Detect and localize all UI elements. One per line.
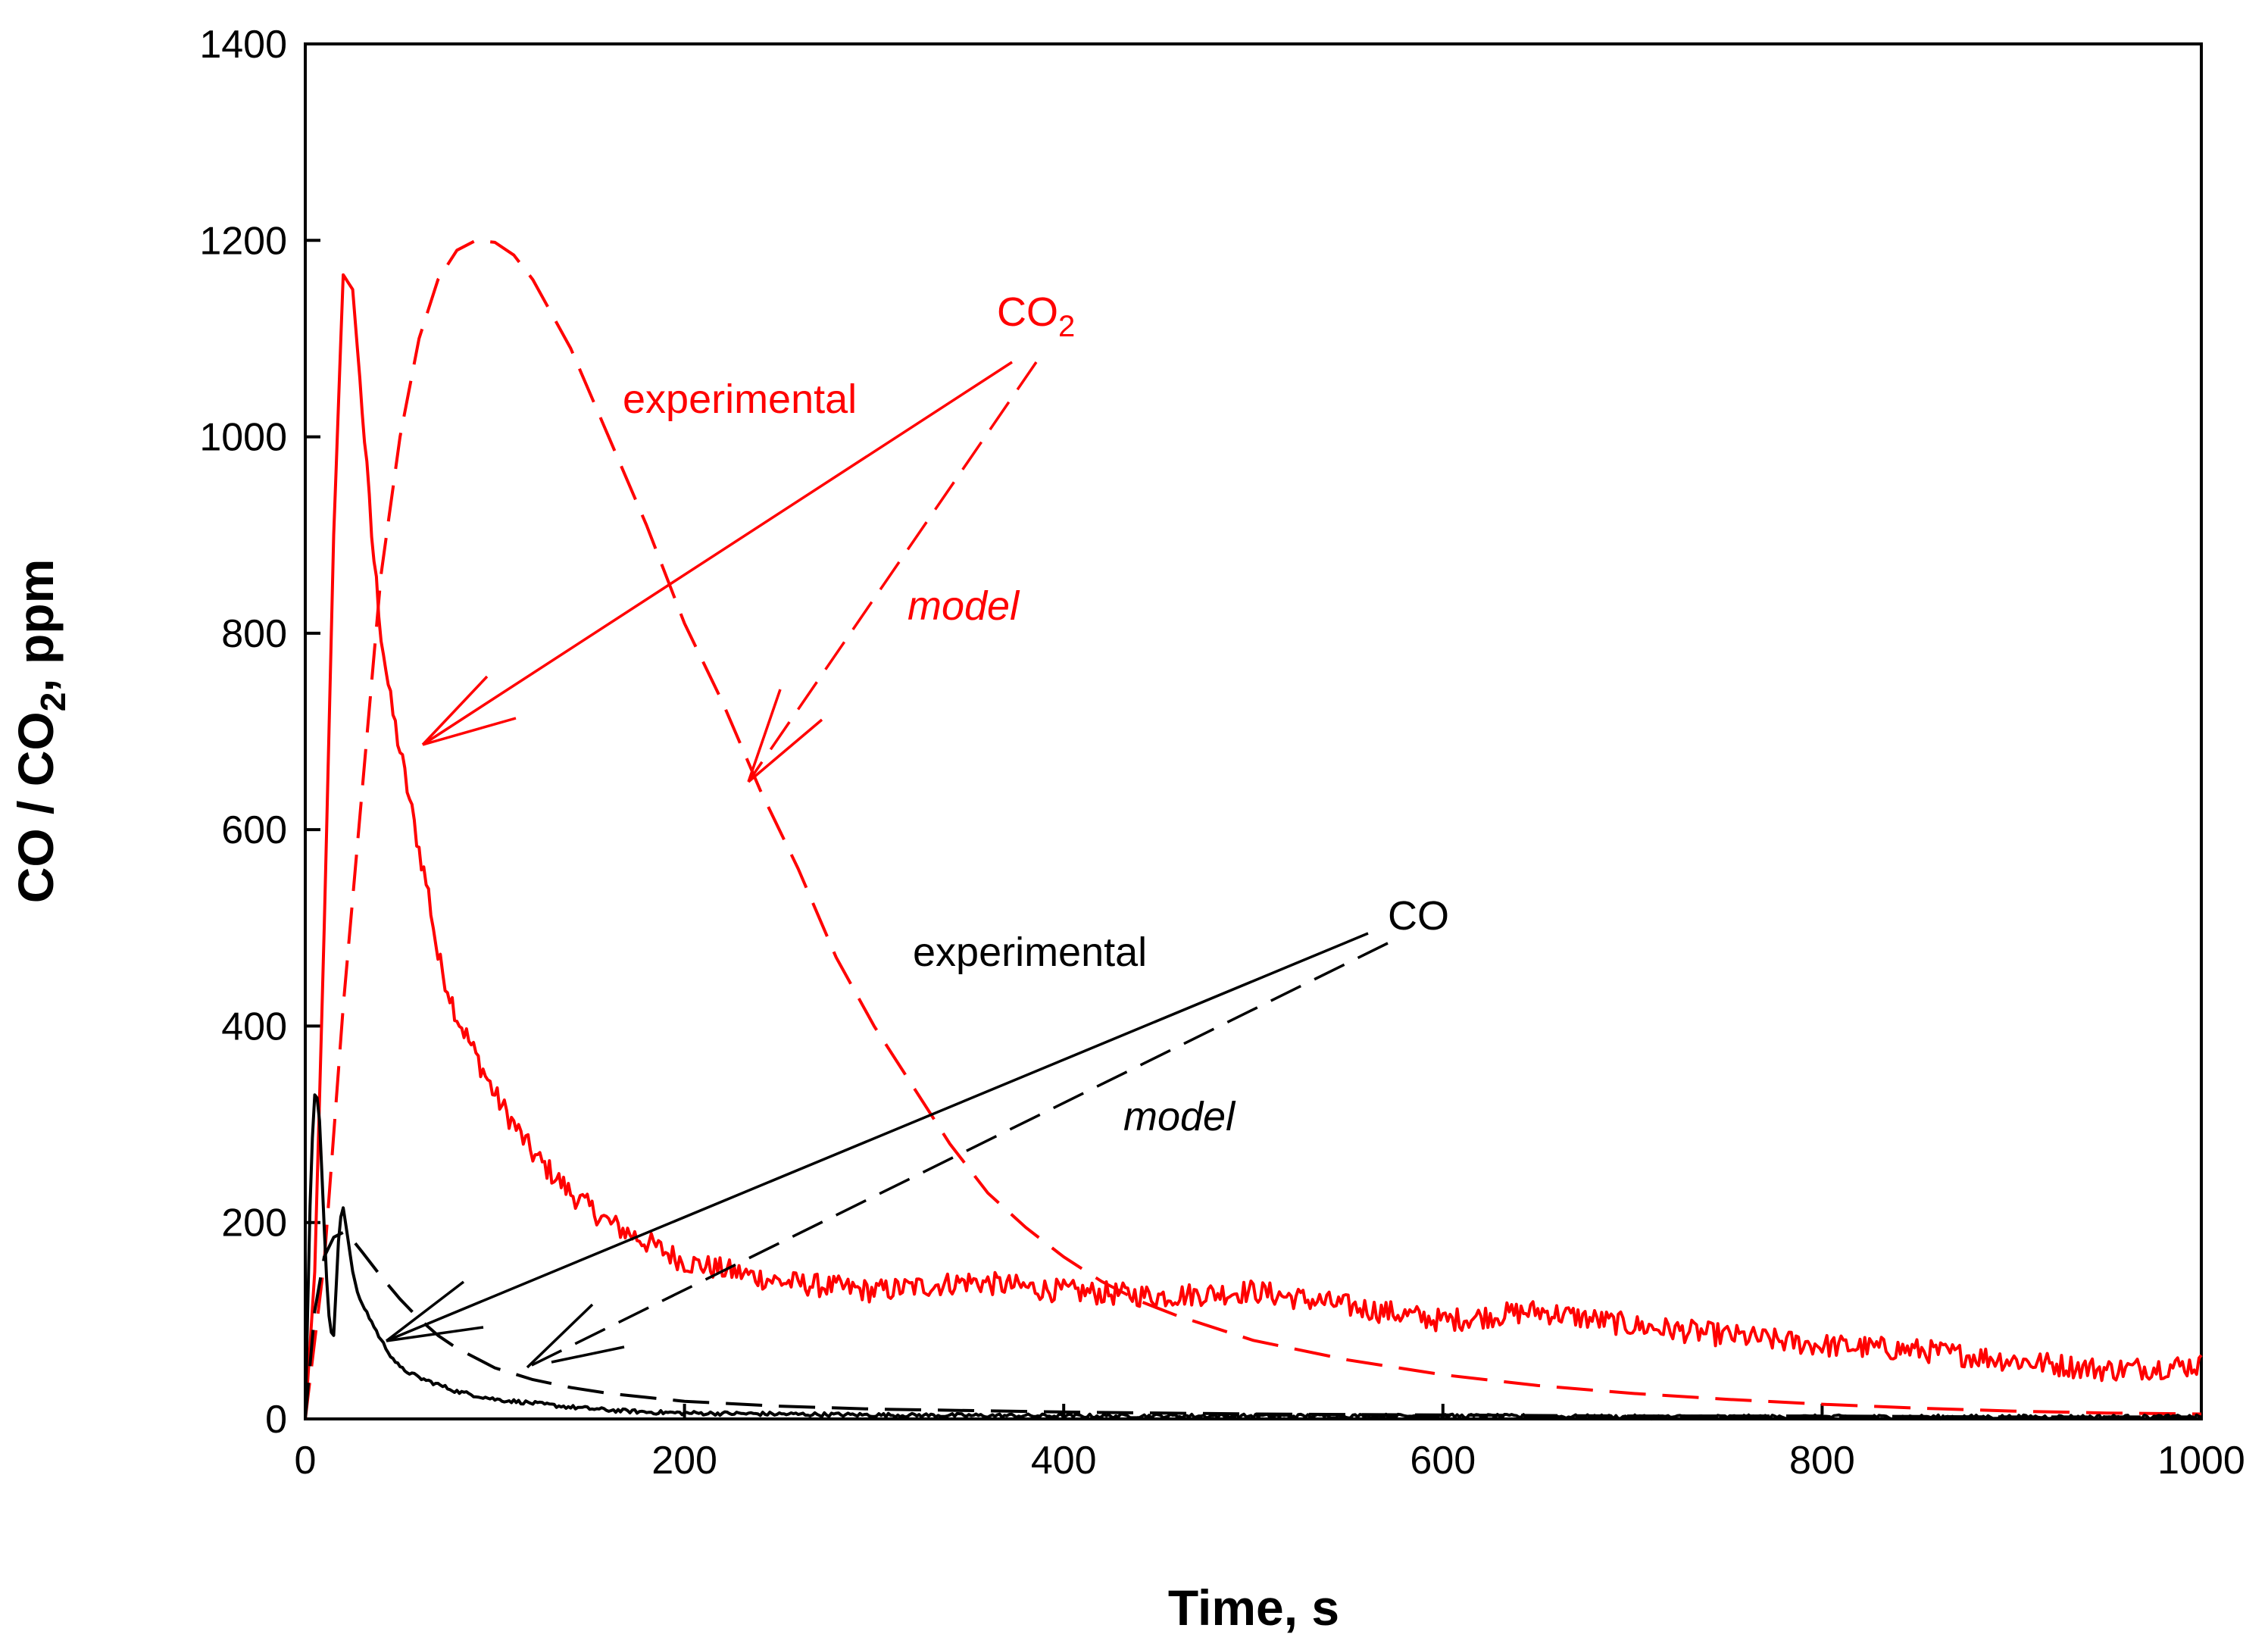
- y-tick-label: 800: [221, 612, 287, 656]
- y-tick-label: 600: [221, 808, 287, 852]
- co2-model-arrow: [747, 361, 1038, 783]
- x-tick-label: 800: [1789, 1439, 1855, 1483]
- co2-experimental-arrow: [421, 361, 1013, 746]
- x-axis-ticks: 0 200 400 600 800 1000: [295, 1404, 2245, 1483]
- series-line-co2-experimental: [304, 273, 2203, 1420]
- y-tick-label: 400: [221, 1005, 287, 1048]
- y-tick-label: 1200: [199, 219, 287, 263]
- y-axis-ticks: 0 200 400 600 800 1000 1200 1400: [199, 23, 320, 1442]
- y-axis-title: CO / CO2, ppm: [8, 559, 73, 904]
- y-tick-label: 0: [265, 1398, 287, 1442]
- co-model-label: model: [1123, 1094, 1236, 1139]
- co-experimental-label: experimental: [913, 930, 1147, 975]
- series-line-co-model: [304, 1230, 2201, 1420]
- series-line-co2-model: [304, 239, 2202, 1420]
- co2-label: CO2: [997, 289, 1075, 343]
- co-model-arrow: [526, 942, 1389, 1369]
- co-label: CO: [1388, 893, 1449, 939]
- co2-experimental-label: experimental: [623, 377, 857, 422]
- x-axis-title: Time, s: [1168, 1580, 1339, 1636]
- co2-model-label: model: [908, 583, 1020, 629]
- x-tick-label: 0: [295, 1439, 317, 1483]
- x-tick-label: 1000: [2157, 1439, 2245, 1483]
- co-experimental-arrow: [385, 932, 1369, 1342]
- co-model-arrowhead: [526, 1303, 625, 1369]
- plot-area-frame: [304, 42, 2203, 1420]
- series-line-co-experimental: [304, 1093, 2202, 1420]
- co2-model-arrowhead: [747, 689, 823, 783]
- y-tick-label: 1400: [199, 23, 287, 67]
- x-tick-label: 600: [1410, 1439, 1476, 1483]
- x-tick-label: 400: [1031, 1439, 1097, 1483]
- y-tick-label: 1000: [199, 416, 287, 460]
- x-tick-label: 200: [651, 1439, 717, 1483]
- series-layer: [304, 239, 2203, 1420]
- y-tick-label: 200: [221, 1202, 287, 1245]
